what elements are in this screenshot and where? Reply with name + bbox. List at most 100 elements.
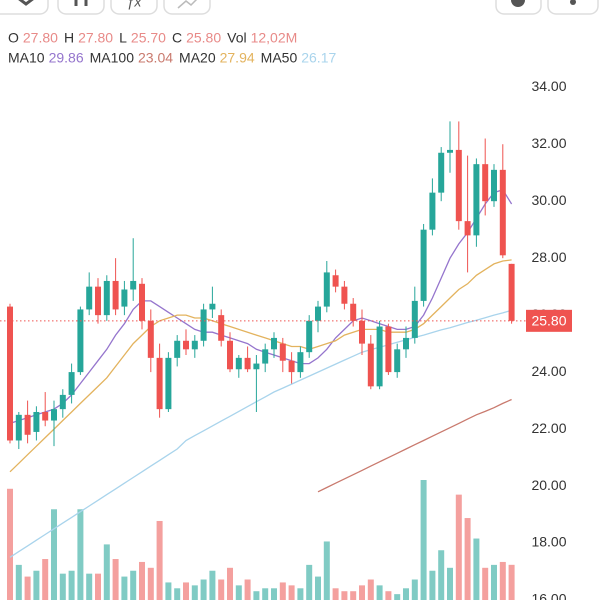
candle-body [103,280,110,316]
candle-body [33,411,40,432]
volume-bar [183,582,189,600]
toolbar-icon [177,0,198,9]
moving-average-line [9,189,513,425]
header-value: 12,02M [251,30,298,46]
volume-bar [306,564,313,600]
y-tick-label: 28.00 [531,249,566,265]
volume-bar [482,567,489,600]
candle-body [139,283,145,321]
toolbar-button[interactable] [57,0,105,15]
volume-bar [156,520,163,600]
volume-bar [59,573,66,600]
candle-body [200,309,207,341]
volume-bar [139,561,145,600]
candle-body [482,164,489,202]
candle-body [473,164,480,236]
volume-bar [359,585,365,600]
toolbar-icon [18,0,34,6]
volume-bar [288,585,295,600]
candle-body [323,272,330,307]
candle-body [95,286,101,316]
candle-body [306,320,313,353]
volume-bar [24,576,31,600]
volume-bar [447,567,453,600]
volume-bar [411,579,418,600]
volume-bar [95,573,101,600]
volume-bar [323,541,330,600]
toolbar-button[interactable] [0,0,49,15]
candle-body [174,340,181,358]
candle-body [438,152,445,193]
candle-body [332,275,339,287]
volume-bar [77,509,84,600]
volume-bar [235,585,242,600]
volume-bar [15,564,22,600]
volume-bar [271,588,277,600]
volume-bar [209,570,216,600]
candle-body [235,357,242,370]
candle-body [218,315,225,341]
candle-body [350,303,357,321]
y-tick-label: 34.00 [531,78,566,94]
candle-body [59,394,66,410]
volume-bar [253,591,260,600]
moving-average-line [9,259,512,473]
header-label: L [119,30,127,46]
candle-body [367,343,374,387]
volume-bar [315,576,321,600]
candle-body [156,357,163,410]
settings-icon [511,0,525,7]
header-value: 27.80 [78,30,113,46]
toolbar: ƒx [0,0,599,15]
candle-body [394,349,401,373]
toolbar-button[interactable] [163,0,211,15]
candle-body [385,326,392,373]
candle-body [7,306,13,441]
volume-bar [165,582,172,600]
header-label: MA10 [8,50,45,66]
candle-body [279,343,286,361]
header-value: 29.86 [49,50,84,66]
toolbar-button[interactable] [495,0,542,15]
candle-body [24,414,31,435]
candle-body [165,357,172,410]
candle-body [183,340,189,350]
volume-bar [7,488,13,600]
candle-body [341,286,348,304]
y-tick-label: 20.00 [531,477,566,493]
candle-body [499,169,506,256]
volume-bar [147,567,154,600]
header-label: Vol [227,30,246,46]
volume-bar [508,564,515,600]
candle-body [297,352,304,373]
candle-body [86,286,93,310]
volume-bar [244,579,251,600]
y-tick-label: 24.00 [531,363,566,379]
candle-body [244,357,251,370]
volume-bar [112,559,119,600]
volume-bar [200,579,207,600]
volume-bar [464,518,471,600]
y-tick-label: 30.00 [531,192,566,208]
toolbar-icon [74,0,88,6]
toolbar-button[interactable] [547,0,599,15]
volume-bar [403,588,409,600]
volume-bar [51,509,57,600]
volume-bar [279,582,286,600]
volume-bar [174,588,181,600]
volume-bar [68,570,75,600]
header-value: 26.17 [301,50,336,66]
candle-body [359,320,365,344]
y-tick-label: 32.00 [531,135,566,151]
volume-bar [227,567,233,600]
volume-bar [130,570,137,600]
toolbar-button[interactable] [110,0,158,15]
header-value: 27.94 [220,50,255,66]
candle-body [121,289,128,307]
header-value: 25.80 [186,30,221,46]
candle-body [227,340,233,370]
header-label: MA50 [261,50,298,66]
volume-bar [385,591,392,600]
candle-body [447,149,453,153]
candle-body [209,303,216,310]
